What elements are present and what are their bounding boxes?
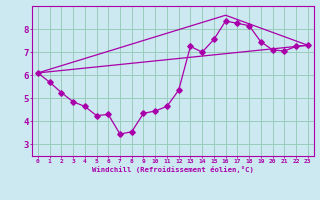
X-axis label: Windchill (Refroidissement éolien,°C): Windchill (Refroidissement éolien,°C): [92, 166, 254, 173]
